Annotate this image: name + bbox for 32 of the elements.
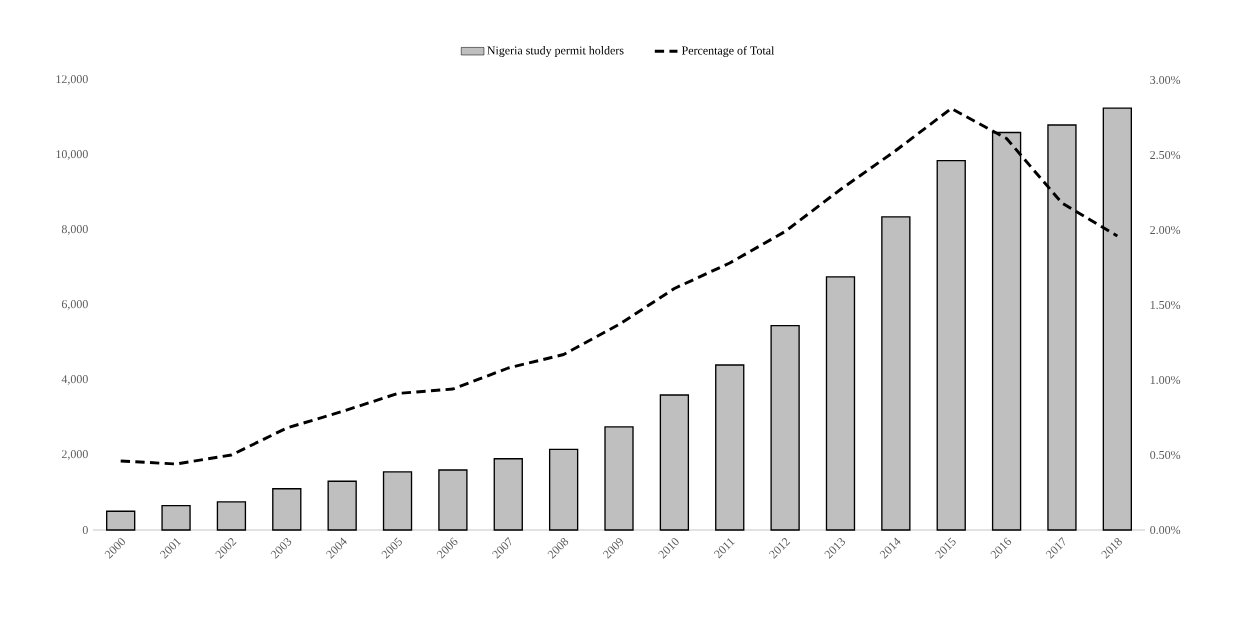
y-tick-label: 6,000 xyxy=(61,300,88,310)
y2-tick-label: 0.50% xyxy=(1150,450,1181,460)
bar xyxy=(548,448,579,531)
y-tick-label: 12,000 xyxy=(56,75,88,85)
bar xyxy=(881,216,911,531)
bar xyxy=(715,364,745,531)
y2-tick-label: 3.00% xyxy=(1150,75,1181,85)
y-tick-label: 0 xyxy=(82,525,88,535)
bar xyxy=(106,510,136,531)
y2-tick-label: 2.00% xyxy=(1150,225,1181,235)
y2-tick-label: 0.00% xyxy=(1150,525,1181,535)
y2-tick-label: 1.00% xyxy=(1150,375,1181,385)
bar xyxy=(659,394,690,531)
bar xyxy=(382,471,413,531)
legend-label: Nigeria study permit holders xyxy=(487,46,624,57)
bar xyxy=(327,480,357,531)
y2-tick-label: 1.50% xyxy=(1150,300,1181,310)
legend-label: Percentage of Total xyxy=(681,46,775,58)
y-tick-label: 10,000 xyxy=(56,150,88,160)
y2-tick-label: 2.50% xyxy=(1150,150,1181,160)
y-tick-label: 4,000 xyxy=(61,375,88,385)
bar xyxy=(604,426,634,531)
bar xyxy=(161,504,191,531)
bar xyxy=(770,324,800,531)
bar xyxy=(825,276,856,531)
bar xyxy=(493,458,523,531)
bar xyxy=(936,159,966,531)
bar xyxy=(272,488,302,531)
y-tick-label: 8,000 xyxy=(61,225,88,235)
bar xyxy=(216,501,247,531)
bar xyxy=(438,469,468,531)
y-tick-label: 2,000 xyxy=(61,450,88,460)
